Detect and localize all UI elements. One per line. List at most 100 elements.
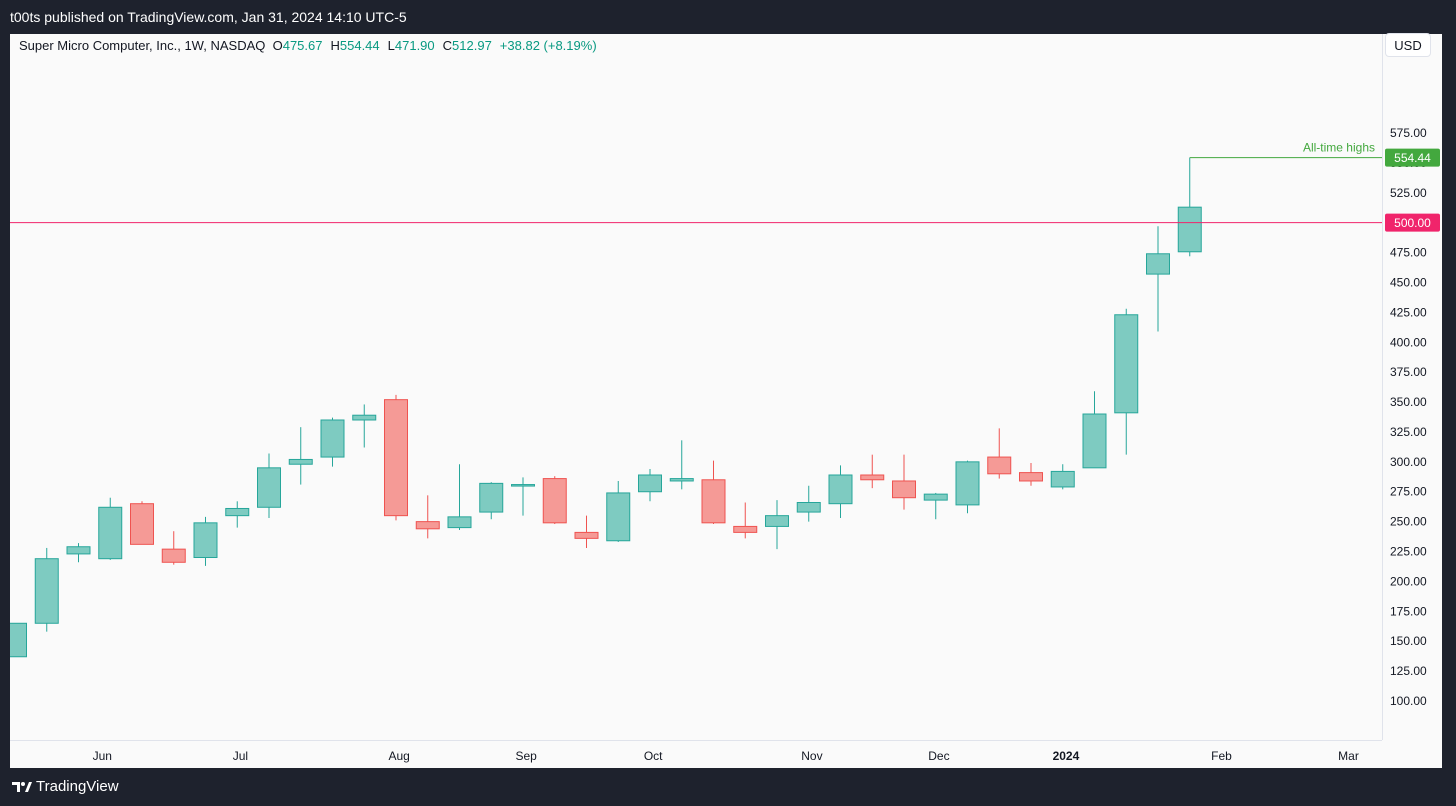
candle-body [765, 515, 789, 527]
candle [892, 454, 916, 510]
candle [161, 531, 186, 565]
brand-name[interactable]: TradingView [36, 778, 119, 795]
candle [828, 465, 853, 519]
candle [1050, 464, 1075, 490]
symbol-title: Super Micro Computer, Inc., 1W, NASDAQ [19, 38, 266, 53]
low-label: L [387, 38, 395, 53]
candle-body [288, 458, 313, 465]
candle-body [892, 480, 916, 499]
open-label: O [272, 38, 283, 53]
y-tick-label: 300.00 [1390, 455, 1427, 469]
candle [733, 502, 758, 539]
candle [415, 495, 440, 539]
x-tick-label: Mar [1338, 749, 1359, 763]
candle [542, 476, 567, 525]
tradingview-logo-icon[interactable] [12, 779, 32, 795]
candle [479, 482, 504, 520]
candle-body [1146, 253, 1170, 275]
candle [574, 515, 599, 548]
x-tick-label: Dec [928, 749, 949, 763]
candle-body [669, 478, 694, 482]
currency-button[interactable]: USD [1385, 33, 1431, 57]
candle-body [574, 531, 599, 539]
candle [765, 500, 789, 550]
x-tick-label: Jun [93, 749, 112, 763]
y-tick-label: 400.00 [1390, 335, 1427, 349]
low-value: 471.90 [394, 38, 435, 53]
candle [1146, 226, 1170, 332]
publisher-bar: t00ts published on TradingView.com, Jan … [0, 0, 1456, 34]
candle [288, 427, 313, 485]
x-tick-label: Aug [388, 749, 409, 763]
candle-body [638, 474, 662, 493]
y-tick-label: 425.00 [1390, 305, 1427, 319]
candle-body [860, 474, 885, 481]
x-tick-label: Jul [233, 749, 248, 763]
change-value: +38.82 (+8.19%) [499, 38, 597, 53]
candle [447, 464, 472, 531]
y-tick-label: 275.00 [1390, 485, 1427, 499]
candle [1177, 157, 1202, 257]
candle [669, 440, 694, 490]
candle-body [987, 456, 1012, 475]
y-tick-label: 325.00 [1390, 425, 1427, 439]
y-tick-label: 200.00 [1390, 574, 1427, 588]
candle-body [447, 516, 472, 529]
candle-body [384, 399, 408, 517]
candle [987, 428, 1012, 479]
candle-body [542, 478, 567, 524]
candle [923, 492, 948, 520]
candle-body [606, 492, 631, 542]
candle [606, 480, 631, 542]
candle [320, 417, 345, 467]
candle [257, 453, 281, 519]
candle-body [225, 507, 250, 517]
y-tick-label: 100.00 [1390, 694, 1427, 708]
x-tick-label: Sep [515, 749, 537, 763]
price-label-500: 500.00 [1394, 216, 1431, 230]
candle-body [733, 525, 758, 533]
x-tick-label: 2024 [1053, 749, 1080, 763]
publisher-text: t00ts published on TradingView.com, Jan … [10, 9, 407, 25]
candle-body [98, 506, 123, 560]
x-tick-label: Oct [644, 749, 663, 763]
open-value: 475.67 [282, 38, 323, 53]
y-tick-label: 575.00 [1390, 126, 1427, 140]
candle-body [1082, 413, 1107, 469]
close-value: 512.97 [452, 38, 492, 53]
candle [1082, 391, 1107, 469]
close-label: C [442, 38, 453, 53]
candle [860, 454, 885, 489]
candle [638, 469, 662, 502]
ath-price-label: 554.44 [1394, 151, 1431, 165]
chart-frame[interactable]: 100.00 125.00 150.00 175.00 200.00 225.00 250.… [10, 33, 1442, 768]
ath-label-bg [1385, 148, 1440, 167]
candle [98, 497, 123, 560]
ath-annotation: All-time highs [1303, 141, 1375, 155]
symbol-legend: Super Micro Computer, Inc., 1W, NASDAQ O… [19, 38, 605, 54]
candle-body [34, 558, 59, 624]
price-label-500-bg [1385, 213, 1440, 232]
candle [1114, 308, 1139, 455]
candle-body [511, 484, 535, 487]
high-value: 554.44 [339, 38, 380, 53]
candle-body [352, 414, 377, 421]
x-tick-label: Feb [1211, 749, 1232, 763]
candle [193, 516, 218, 566]
candle [955, 460, 980, 514]
high-label: H [330, 38, 340, 53]
x-tick-label: Nov [801, 749, 822, 763]
candle [511, 477, 535, 516]
candle-body [10, 622, 27, 658]
candle [384, 394, 408, 521]
y-tick-label: 150.00 [1390, 634, 1427, 648]
y-tick-label: 250.00 [1390, 515, 1427, 529]
y-tick-label: 125.00 [1390, 664, 1427, 678]
price-chart[interactable]: 100.00 125.00 150.00 175.00 200.00 225.00 250.… [10, 34, 1442, 768]
y-tick-label: 450.00 [1390, 275, 1427, 289]
candle-body [257, 467, 281, 508]
candle-body [1019, 472, 1043, 482]
y-tick-label: 375.00 [1390, 365, 1427, 379]
candle-body [1114, 314, 1139, 414]
candle-body [828, 474, 853, 505]
